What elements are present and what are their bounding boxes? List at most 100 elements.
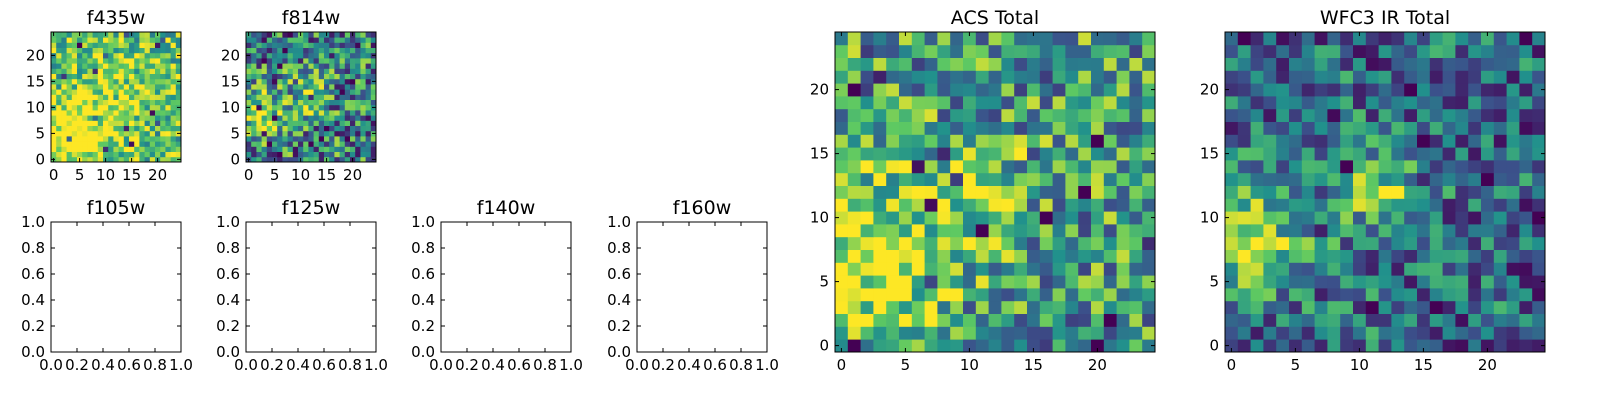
heatmap-cell xyxy=(1001,160,1015,174)
heatmap-cell xyxy=(860,134,874,148)
heatmap-cell xyxy=(318,63,325,69)
heatmap-cell xyxy=(170,94,177,100)
heatmap-cell xyxy=(1065,339,1079,353)
heatmap-cell xyxy=(66,32,73,38)
heatmap-cell xyxy=(82,47,88,54)
x-tick-label: 5 xyxy=(1291,356,1301,374)
heatmap-cell xyxy=(144,32,151,38)
heatmap-cell xyxy=(339,89,346,95)
heatmap-cell xyxy=(1481,211,1495,225)
heatmap-cell xyxy=(324,94,330,100)
heatmap-cell xyxy=(329,104,335,111)
heatmap-cell xyxy=(886,326,900,340)
heatmap-cell xyxy=(149,52,156,59)
heatmap-cell xyxy=(1301,313,1315,327)
heatmap-cell xyxy=(1506,288,1520,302)
heatmap-cell xyxy=(950,300,964,314)
heatmap-cell xyxy=(261,84,268,90)
heatmap-cell xyxy=(298,84,304,90)
heatmap-cell xyxy=(360,115,366,121)
heatmap-cell xyxy=(246,89,252,95)
heatmap-cell xyxy=(1404,339,1418,353)
heatmap-cell xyxy=(860,121,874,135)
heatmap-cell xyxy=(1340,236,1354,250)
heatmap-cell xyxy=(324,115,330,121)
heatmap-cell xyxy=(1365,339,1379,353)
heatmap-cell xyxy=(975,32,989,46)
heatmap-cell xyxy=(975,339,989,353)
heatmap-cell xyxy=(170,84,177,90)
heatmap-cell xyxy=(1014,83,1028,97)
heatmap-cell xyxy=(1391,198,1405,212)
heatmap-cell xyxy=(1237,96,1251,110)
heatmap-cell xyxy=(251,32,257,38)
heatmap-cell xyxy=(313,78,320,85)
heatmap-cell xyxy=(1001,172,1015,186)
heatmap-cell xyxy=(56,42,62,48)
heatmap-cell xyxy=(835,83,849,97)
heatmap-cell xyxy=(324,84,330,90)
heatmap-cell xyxy=(1417,224,1431,238)
heatmap-cell xyxy=(1027,121,1041,135)
y-tick-label: 10 xyxy=(221,98,240,116)
heatmap-cell xyxy=(963,288,977,302)
heatmap-cell xyxy=(303,84,309,90)
heatmap-cell xyxy=(103,94,109,100)
x-tick-label: 5 xyxy=(270,166,280,184)
heatmap-cell xyxy=(66,52,73,59)
heatmap-cell xyxy=(911,236,925,250)
heatmap-cell xyxy=(1404,44,1418,58)
heatmap-cell xyxy=(113,78,119,85)
x-tick-label: 0.4 xyxy=(481,356,505,374)
heatmap-cell xyxy=(924,172,938,186)
heatmap-cell xyxy=(1455,300,1469,314)
heatmap-cell xyxy=(1001,198,1015,212)
heatmap-cell xyxy=(1250,249,1264,263)
y-tick-label: 0.8 xyxy=(411,239,435,257)
heatmap-cell xyxy=(266,63,273,69)
heatmap-cell xyxy=(113,156,119,163)
heatmap-cell xyxy=(911,224,925,238)
heatmap-cell xyxy=(165,37,171,43)
heatmap-cell xyxy=(334,52,340,59)
heatmap-cell xyxy=(1468,160,1482,174)
heatmap-cell xyxy=(1429,70,1443,84)
heatmap-cell xyxy=(1237,198,1251,212)
heatmap-cell xyxy=(1250,108,1264,122)
heatmap-cell xyxy=(129,47,135,54)
heatmap-cell xyxy=(287,73,294,80)
heatmap-cell xyxy=(1493,32,1507,46)
heatmap-cell xyxy=(1129,108,1143,122)
heatmap-cell xyxy=(963,236,977,250)
heatmap-cell xyxy=(123,99,130,106)
heatmap-cell xyxy=(1052,185,1066,199)
heatmap-cell xyxy=(261,42,268,48)
heatmap-cell xyxy=(272,58,278,64)
heatmap-cell xyxy=(355,94,361,100)
heatmap-cell xyxy=(963,172,977,186)
heatmap-cell xyxy=(835,339,849,353)
heatmap-cell xyxy=(51,120,57,126)
heatmap-cell xyxy=(937,313,951,327)
heatmap-cell xyxy=(298,136,304,142)
heatmap-cell xyxy=(1065,121,1079,135)
heatmap-cell xyxy=(61,68,67,74)
heatmap-cell xyxy=(975,198,989,212)
heatmap-cell xyxy=(155,120,161,126)
heatmap-cell xyxy=(134,99,140,106)
heatmap-cell xyxy=(1442,211,1456,225)
y-tick-label: 0.2 xyxy=(216,317,240,335)
heatmap-cell xyxy=(873,275,887,289)
heatmap-cell xyxy=(1468,70,1482,84)
heatmap-cell xyxy=(71,78,78,85)
heatmap-cell xyxy=(886,108,900,122)
heatmap-cell xyxy=(1417,249,1431,263)
heatmap-cell xyxy=(324,42,330,48)
heatmap-cell xyxy=(1078,96,1092,110)
heatmap-cell xyxy=(334,136,340,142)
heatmap-cell xyxy=(261,141,268,147)
heatmap-cell xyxy=(329,42,335,48)
heatmap-cell xyxy=(77,99,83,106)
heatmap-cell xyxy=(329,73,335,80)
heatmap-cell xyxy=(1276,57,1290,71)
